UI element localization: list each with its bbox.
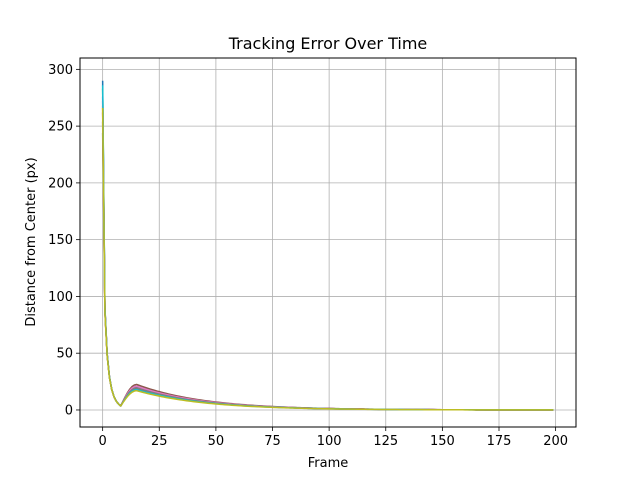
x-tick-label: 200: [543, 434, 568, 449]
y-tick-label: 250: [48, 120, 73, 135]
y-tick-label: 100: [48, 290, 73, 305]
x-tick-label: 100: [317, 434, 342, 449]
y-tick-label: 200: [48, 176, 73, 191]
y-axis-ticks: 0 50 100 150 200 250 300: [48, 63, 80, 418]
y-tick-label: 50: [56, 347, 73, 362]
y-tick-label: 150: [48, 233, 73, 248]
x-tick-label: 175: [487, 434, 512, 449]
x-tick-label: 25: [151, 434, 168, 449]
series-lines: [101, 80, 554, 411]
x-tick-label: 150: [430, 434, 455, 449]
x-tick-label: 50: [208, 434, 225, 449]
y-tick-label: 300: [48, 63, 73, 78]
y-axis-label: Distance from Center (px): [24, 157, 39, 326]
series-line: [101, 107, 554, 411]
x-tick-label: 125: [373, 434, 398, 449]
chart-title: Tracking Error Over Time: [228, 34, 428, 53]
x-axis-label: Frame: [308, 456, 349, 471]
x-tick-label: 75: [264, 434, 281, 449]
x-tick-label: 0: [99, 434, 107, 449]
x-axis-ticks: 0 25 50 75 100 125 150 175 200: [99, 427, 568, 449]
axes-frame: [79, 57, 577, 428]
y-tick-label: 0: [65, 403, 73, 418]
